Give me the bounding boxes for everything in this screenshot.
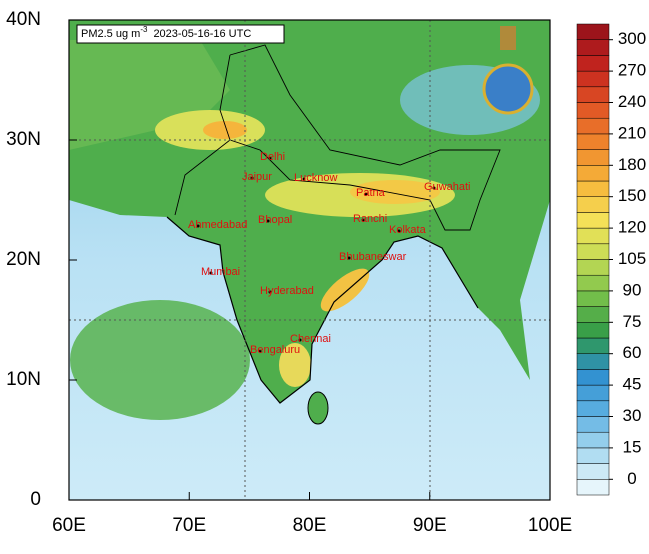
colorbar-label: 0	[627, 469, 636, 488]
city-dot	[397, 229, 401, 233]
y-tick-label: 10N	[6, 369, 41, 390]
colorbar-bin	[576, 39, 610, 56]
title-exponent: -3	[140, 25, 148, 34]
colorbar-label: 120	[618, 218, 646, 237]
colorbar-label: 105	[618, 249, 646, 268]
colorbar-bin	[576, 180, 610, 197]
city-dot	[258, 349, 262, 353]
city-dot	[364, 192, 368, 196]
x-tick-label: 70E	[172, 515, 206, 536]
colorbar-label: 300	[618, 29, 646, 48]
city-dot	[268, 156, 272, 160]
colorbar-bin	[576, 55, 610, 72]
y-tick-label: 0	[30, 489, 41, 510]
colorbar-bin	[576, 117, 610, 135]
colorbar-label: 270	[618, 61, 646, 80]
colorbar-bin	[576, 431, 610, 449]
x-tick-label: 100E	[528, 515, 572, 536]
colorbar-bin	[576, 102, 610, 119]
colorbar-bin	[576, 463, 610, 480]
map-field	[69, 20, 550, 500]
city-label: Lucknow	[294, 172, 337, 184]
colorbar-label: 60	[623, 343, 642, 362]
colorbar-bin	[576, 479, 610, 496]
city-dot	[347, 256, 351, 260]
city-label: Jaipur	[242, 171, 272, 183]
city-label: Hyderabad	[260, 285, 314, 297]
city-dot	[268, 290, 272, 294]
city-dot	[196, 224, 200, 228]
city-dot	[266, 219, 270, 223]
x-tick-label: 60E	[52, 515, 86, 536]
colorbar-label: 45	[623, 375, 642, 394]
city-labels: Delhi Jaipur Lucknow Patna Guwahati Ahmedabad…	[188, 151, 470, 356]
colorbar-bin	[576, 23, 610, 40]
city-label: Kolkata	[389, 224, 427, 236]
city-label: Ranchi	[353, 213, 387, 225]
colorbar-bin	[576, 274, 610, 292]
city-dot	[302, 177, 306, 181]
colorbar-bin	[576, 243, 610, 260]
title-time: 2023-05-16-16 UTC	[153, 28, 251, 40]
y-tick-label: 40N	[6, 9, 41, 30]
title-variable: PM2.5 ug m	[81, 28, 140, 40]
colorbar-label: 150	[618, 186, 646, 205]
colorbar-bin	[576, 149, 610, 166]
city-label: Patna	[356, 187, 386, 199]
city-label: Delhi	[260, 151, 285, 163]
city-dot	[432, 186, 436, 190]
colorbar-bin	[576, 369, 610, 386]
city-dot	[250, 176, 254, 180]
y-tick-label: 20N	[6, 249, 41, 270]
colorbar-label: 90	[623, 280, 642, 299]
colorbar-bin	[576, 212, 610, 229]
colorbar-label: 75	[623, 312, 642, 331]
colorbar-bin	[576, 165, 610, 182]
colorbar-bin	[576, 259, 610, 276]
colorbar-bin	[576, 227, 610, 245]
colorbar-bin	[576, 70, 610, 88]
city-label: Ahmedabad	[188, 219, 247, 231]
colorbar-bin	[576, 290, 610, 307]
axes: 60E 70E 80E 90E 100E 40N 30N 20N 10N 0	[6, 9, 572, 536]
colorbar-label: 240	[618, 92, 646, 111]
colorbar-bin	[576, 133, 610, 150]
colorbar-bin	[576, 196, 610, 213]
colorbar-bin	[576, 337, 610, 354]
colorbar-label: 210	[618, 123, 646, 142]
emblem	[482, 26, 534, 115]
colorbar-bin	[576, 384, 610, 402]
colorbar: 0 15 30 45 60 75 90 105 120 150 180 210 240 270 300	[576, 23, 646, 496]
colorbar-bin	[576, 306, 610, 323]
title-box	[76, 24, 285, 44]
colorbar-bin	[576, 400, 610, 417]
city-dot	[361, 218, 365, 222]
colorbar-bin	[576, 322, 610, 339]
city-dot	[209, 271, 213, 275]
colorbar-bin	[576, 447, 610, 464]
x-tick-label: 90E	[413, 515, 447, 536]
city-label: Chennai	[290, 333, 331, 345]
map-title: PM2.5 ug m-3 2023-05-16-16 UTC	[81, 25, 251, 40]
city-label: Bengaluru	[250, 344, 300, 356]
y-tick-label: 30N	[6, 129, 41, 150]
city-label: Guwahati	[424, 181, 470, 193]
colorbar-bin	[576, 416, 610, 433]
colorbar-label: 15	[623, 437, 642, 456]
city-dot	[298, 338, 302, 342]
city-label: Bhopal	[258, 214, 292, 226]
colorbar-bin	[576, 86, 610, 103]
colorbar-bin	[576, 353, 610, 370]
city-label: Mumbai	[201, 266, 240, 278]
colorbar-label: 30	[623, 406, 642, 425]
x-tick-label: 80E	[293, 515, 327, 536]
colorbar-label: 180	[618, 155, 646, 174]
city-label: Bhubaneswar	[339, 251, 407, 263]
